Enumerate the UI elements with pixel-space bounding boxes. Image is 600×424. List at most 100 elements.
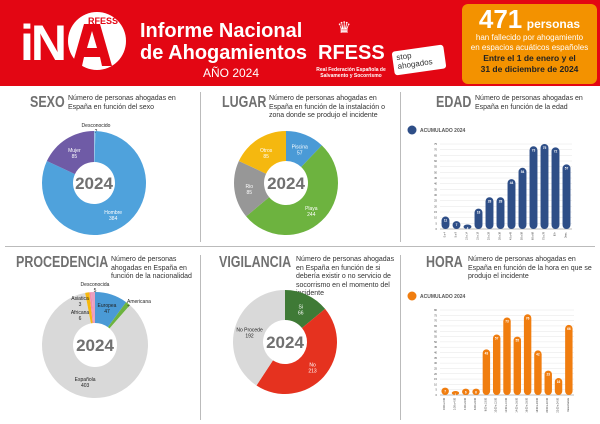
hora-bar: [503, 317, 511, 395]
hora-ytick-label: 5: [436, 388, 438, 392]
donut-center-year: 2024: [266, 333, 304, 352]
lugar-title: LUGAR: [222, 94, 267, 111]
edad-xtick-label: 10 a 14: [466, 231, 469, 240]
hora-ytick-label: 45: [434, 345, 437, 349]
edad-xtick-label: 20 a 29: [488, 231, 491, 240]
edad-bar-value: 73: [532, 148, 536, 152]
edad-legend-marker: [407, 125, 417, 135]
hora-xtick-label: 10:00 a 12:00: [495, 397, 498, 412]
stat-line-2: en espacios acuáticos españoles: [470, 43, 589, 52]
sexo-slice-value: 384: [109, 216, 118, 222]
hora-ytick-label: 55: [434, 335, 437, 339]
hora-xtick-label: Desconocida: [567, 397, 570, 411]
donut-center-year: 2024: [267, 174, 305, 193]
edad-bar-value: 75: [543, 146, 547, 150]
lugar-slice-value: 244: [307, 212, 316, 218]
hora-ytick-label: 75: [434, 313, 437, 317]
edad-xtick-label: 60 a 69: [532, 231, 535, 240]
donut-center-year: 2024: [75, 174, 113, 193]
divider: [5, 246, 595, 247]
lugar-slice-label: Playa: [305, 206, 318, 212]
edad-ytick-label: 70: [434, 148, 437, 152]
hora-bar: [462, 388, 470, 395]
hora-bar: [472, 388, 480, 395]
edad-ytick-label: 55: [434, 165, 437, 169]
procedencia-slice-label: Africana: [71, 310, 90, 316]
edad-ytick-label: 50: [434, 170, 437, 174]
procedencia-slice-value: 47: [104, 309, 110, 315]
divider: [400, 255, 401, 420]
vigilancia-slice-value: 192: [245, 333, 254, 339]
hora-bar: [441, 387, 449, 395]
total-stat-box: 471 personas han fallecido por ahogamien…: [462, 4, 597, 84]
lugar-subtitle: Número de personas ahogadas en España en…: [269, 95, 385, 119]
vigilancia-slice-no: [256, 308, 337, 394]
hora-ytick-label: 65: [434, 324, 437, 328]
vigilancia-slice-label: Si: [299, 305, 303, 311]
divider: [200, 92, 201, 242]
hora-xtick-label: 6:00 a 8:00: [474, 397, 477, 410]
sexo-slice-label: Desconocido: [82, 123, 111, 129]
hora-ytick-label: 35: [434, 356, 437, 360]
edad-bar-value: 18: [477, 211, 481, 215]
edad-title: EDAD: [436, 94, 472, 111]
edad-ytick-label: 5: [436, 221, 438, 225]
edad-xtick-label: 0 a 4: [444, 231, 447, 237]
hora-ytick-label: 50: [434, 340, 437, 344]
total-number: 471: [478, 4, 523, 34]
ina-logo-a-shape: [72, 24, 112, 66]
edad-bar: [463, 224, 472, 229]
hora-ytick-label: 40: [434, 351, 437, 355]
procedencia-subtitle: Número de personas ahogadas en España en…: [111, 256, 192, 280]
lugar-slice-rio: [234, 160, 270, 217]
edad-bar: [441, 216, 450, 229]
edad-bar: [485, 197, 494, 229]
lugar-slice-value: 57: [297, 151, 303, 157]
crown-icon: ♛: [337, 20, 352, 37]
edad-xtick-label: Desc.: [565, 232, 568, 238]
edad-bar-value: 7: [456, 223, 458, 227]
vigilancia-subtitle: Número de personas ahogadas en España en…: [296, 256, 395, 297]
hora-ytick-label: 10: [434, 382, 437, 386]
lugar-slice-label: Rio: [246, 184, 254, 190]
stat-dates-2: 31 de diciembre de 2024: [480, 64, 579, 74]
edad-bar-value: 4: [467, 226, 469, 230]
hora-ytick-label: 15: [434, 377, 437, 381]
hora-xtick-label: 8:00 a 10:00: [484, 397, 487, 411]
hora-bar: [513, 336, 522, 395]
edad-ytick-label: 65: [434, 153, 437, 157]
edad-ytick-label: 0: [436, 227, 438, 231]
vigilancia-slice-no-procede: [233, 290, 285, 386]
sexo-title: SEXO: [30, 94, 65, 111]
hora-bar: [534, 350, 542, 395]
hora-xtick-label: 22:00 a 24:00: [557, 397, 560, 412]
header-banner: iN RFESS Informe Nacional de Ahogamiento…: [0, 0, 600, 86]
hora-bar-value: 7: [444, 390, 446, 394]
hora-bar: [523, 314, 532, 395]
procedencia-slice-label: Desconocida: [81, 282, 110, 288]
ina-logo: iN: [20, 15, 67, 71]
ina-logo-badge: RFESS: [88, 16, 119, 26]
vigilancia-slice-value: 66: [298, 311, 304, 317]
hora-bar-value: 73: [505, 319, 509, 323]
edad-bar: [496, 197, 505, 229]
hora-bar-value: 55: [516, 339, 520, 343]
procedencia-title: PROCEDENCIA: [16, 254, 109, 271]
procedencia-slice-europea: [95, 292, 127, 328]
hora-ytick-label: 25: [434, 366, 437, 370]
vigilancia-title: VIGILANCIA: [219, 254, 292, 271]
lugar-slice-label: Otros: [260, 148, 273, 154]
hora-ytick-label: 70: [434, 319, 437, 323]
procedencia-slice-label: Española: [75, 377, 96, 383]
edad-legend-label: ACUMULADO 2024: [420, 128, 466, 134]
procedencia-slice-asiatica: [89, 292, 94, 324]
divider: [400, 92, 401, 242]
sexo-slice-hombre: [42, 131, 146, 235]
lugar-slice-value: 85: [263, 154, 269, 160]
vigilancia-slice-si: [285, 290, 326, 328]
hora-xtick-label: 16:00 a 18:00: [526, 397, 529, 412]
hora-bar-value: 43: [485, 351, 489, 355]
hora-xtick-label: 14:00 a 16:00: [515, 397, 518, 412]
hora-ytick-label: 30: [434, 361, 437, 365]
